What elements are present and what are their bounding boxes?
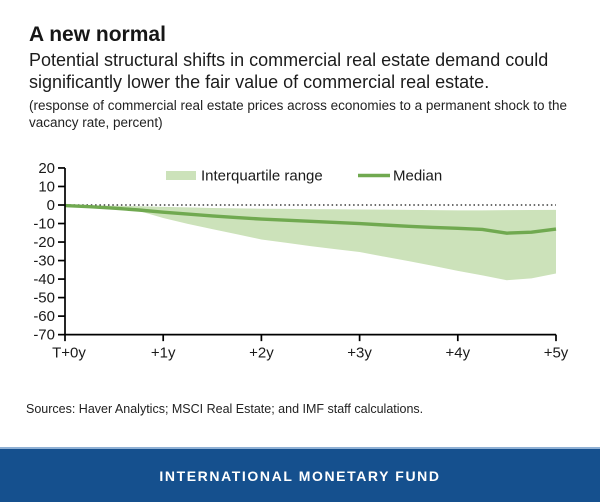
y-tick-label: -30 <box>33 253 55 270</box>
y-tick-label: -70 <box>33 327 55 344</box>
imf-banner: INTERNATIONAL MONETARY FUND <box>0 447 600 502</box>
legend-band-swatch <box>166 171 196 180</box>
chart-subtitle: Potential structural shifts in commercia… <box>29 50 549 92</box>
sources-note: Sources: Haver Analytics; MSCI Real Esta… <box>26 402 424 416</box>
y-tick-label: 20 <box>38 160 55 177</box>
x-tick-label: +4y <box>445 345 470 362</box>
legend: Interquartile range Median <box>166 168 442 185</box>
chart-unit-note: (response of commercial real estate pric… <box>29 98 568 130</box>
x-tick-label: T+0y <box>52 345 86 362</box>
legend-median-label: Median <box>393 168 442 185</box>
chart-area: 20 10 0 -10 -20 -30 -40 -50 -60 -70 T+0y +1y +2y +3y +… <box>0 160 600 372</box>
chart-title: A new normal <box>29 23 166 46</box>
y-tick-label: 10 <box>38 178 55 195</box>
legend-band-label: Interquartile range <box>201 168 323 185</box>
interquartile-band <box>65 205 556 281</box>
median-line <box>64 203 557 235</box>
header: A new normal Potential structural shifts… <box>29 22 585 131</box>
y-tick-label: -10 <box>33 216 55 233</box>
x-tick-label: +2y <box>249 345 274 362</box>
y-tick-label: -50 <box>33 290 55 307</box>
y-tick-label: -20 <box>33 234 55 251</box>
y-tick-label: -40 <box>33 271 55 288</box>
x-tick-label: +5y <box>544 345 569 362</box>
x-tick-label: +1y <box>151 345 176 362</box>
x-tick-label: +3y <box>347 345 372 362</box>
imf-banner-text: INTERNATIONAL MONETARY FUND <box>159 467 441 484</box>
y-tick-label: 0 <box>47 197 55 214</box>
x-tick-group: T+0y +1y +2y +3y +4y +5y <box>52 334 569 362</box>
axes <box>64 167 556 336</box>
y-tick-label: -60 <box>33 308 55 325</box>
